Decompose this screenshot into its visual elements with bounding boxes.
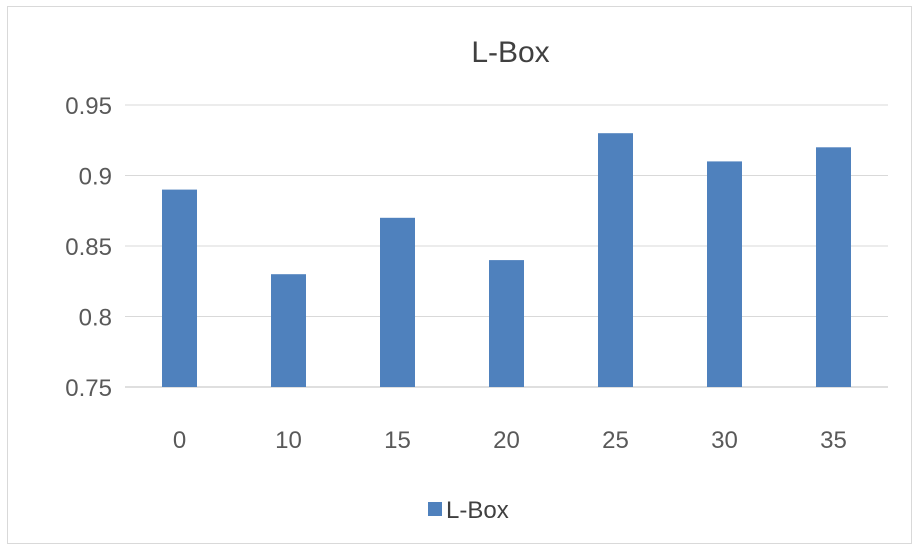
chart-frame: [7, 6, 912, 544]
x-tick-label: 25: [602, 427, 629, 454]
x-tick-label: 0: [173, 427, 186, 454]
bars: [162, 133, 851, 387]
bar: [271, 274, 306, 387]
x-tick-label: 10: [275, 427, 302, 454]
bar: [380, 217, 415, 387]
y-axis-ticks: 0.75 0.8 0.85 0.9 0.95: [65, 93, 112, 402]
x-tick-label: 20: [493, 427, 520, 454]
bar: [489, 260, 524, 387]
y-tick-label: 0.8: [79, 305, 112, 332]
x-tick-label: 30: [711, 427, 738, 454]
y-tick-label: 0.75: [65, 375, 112, 402]
bar: [816, 147, 851, 387]
x-tick-label: 35: [820, 427, 847, 454]
x-axis-ticks: 0 10 15 20 25 30 35: [173, 427, 847, 454]
legend-swatch: [428, 502, 442, 516]
bar: [707, 161, 742, 387]
y-tick-label: 0.9: [79, 164, 112, 191]
legend-label: L-Box: [446, 497, 509, 524]
chart-title: L-Box: [471, 36, 549, 69]
bar: [598, 133, 633, 387]
legend: L-Box: [428, 497, 509, 524]
x-tick-label: 15: [384, 427, 411, 454]
y-tick-label: 0.95: [65, 93, 112, 120]
bar: [162, 189, 197, 387]
y-tick-label: 0.85: [65, 234, 112, 261]
